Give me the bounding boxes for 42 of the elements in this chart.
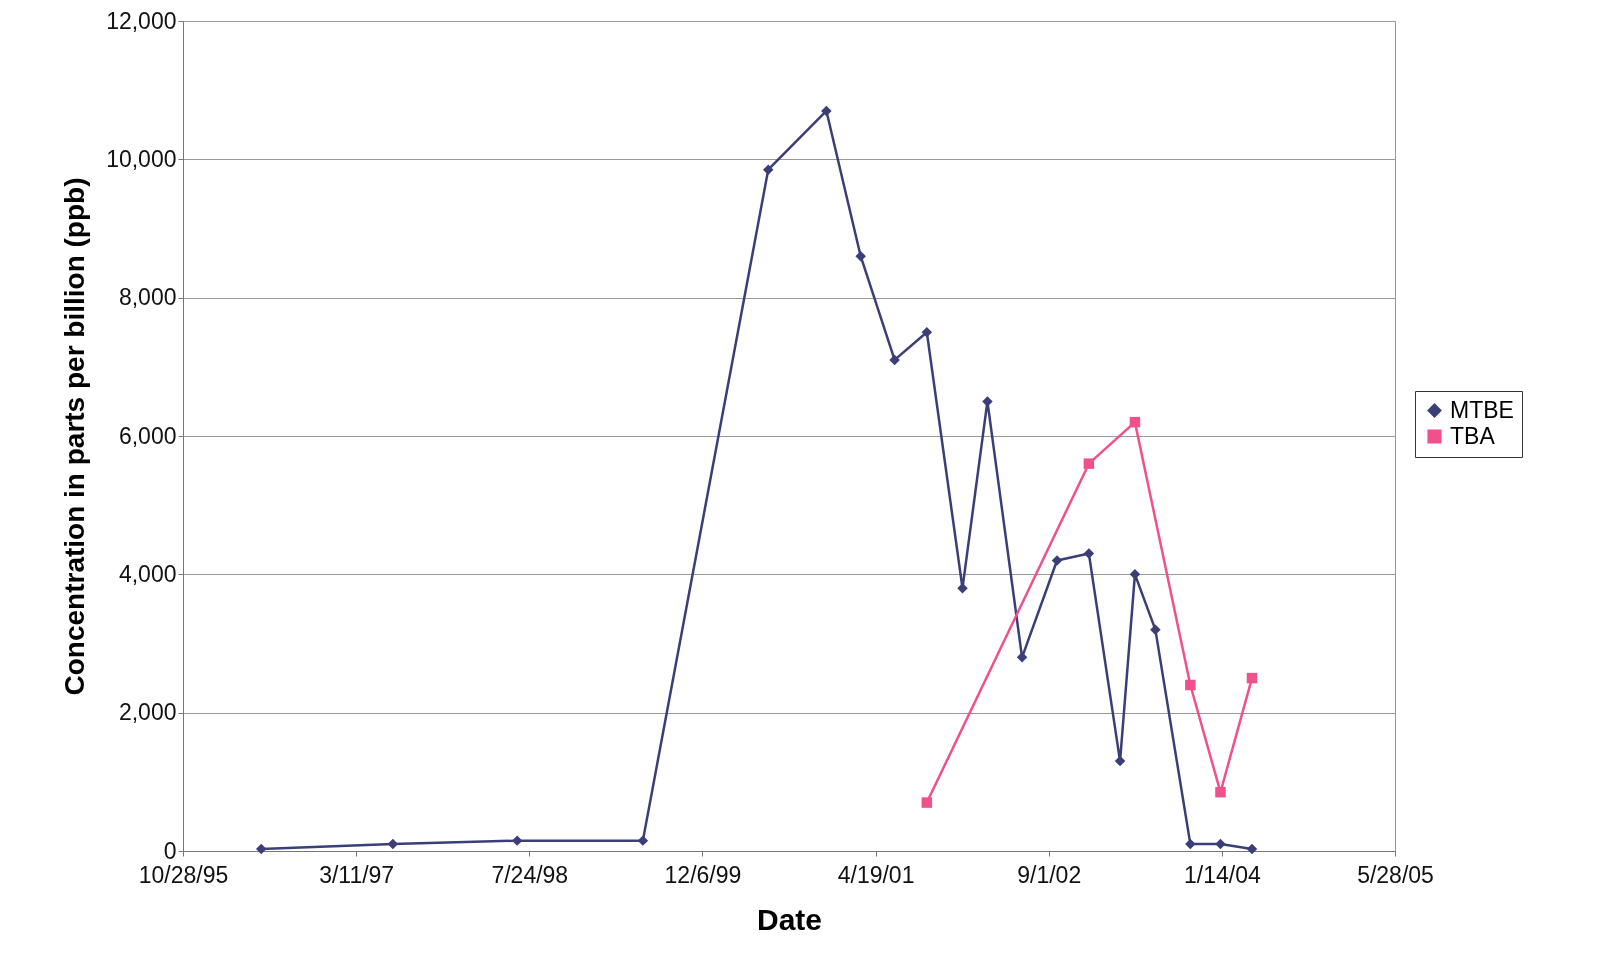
- x-axis-title: Date: [756, 902, 823, 936]
- point: [821, 105, 832, 117]
- point: [1129, 569, 1141, 580]
- y-tick-label: 0: [163, 837, 177, 864]
- point: [921, 797, 933, 808]
- y-tick-label: 2,000: [118, 699, 177, 726]
- x-tick-label: 7/24/98: [491, 861, 569, 888]
- point: [1215, 786, 1226, 798]
- point: [921, 327, 933, 338]
- point: [762, 164, 774, 175]
- point: [1016, 652, 1028, 663]
- point: [1185, 838, 1196, 850]
- y-tick-label: 10,000: [106, 145, 177, 172]
- legend-label: TBA: [1450, 422, 1496, 449]
- y-tick-label: 8,000: [118, 284, 177, 311]
- x-tick-label: 5/28/05: [1357, 861, 1434, 888]
- x-tick-label: 10/28/95: [138, 861, 229, 888]
- x-tick-label: 9/1/02: [1017, 861, 1082, 888]
- point: [511, 835, 523, 846]
- point: [1150, 624, 1161, 635]
- point: [982, 396, 993, 407]
- point: [1083, 458, 1095, 469]
- point: [1246, 843, 1258, 855]
- point: [256, 843, 267, 855]
- y-tick-label: 12,000: [106, 7, 177, 34]
- point: [1051, 555, 1063, 566]
- x-tick-label: 1/14/04: [1183, 861, 1261, 888]
- x-tick-label: 12/6/99: [664, 861, 742, 888]
- y-tick-label: 6,000: [118, 422, 177, 449]
- point: [1083, 548, 1095, 559]
- point: [637, 835, 649, 846]
- point: [1129, 416, 1141, 428]
- point: [1246, 672, 1258, 684]
- point: [1185, 679, 1196, 691]
- point: [889, 354, 900, 366]
- y-tick-label: 4,000: [118, 560, 177, 587]
- x-tick-label: 3/11/97: [319, 861, 395, 888]
- point: [1215, 838, 1226, 850]
- y-axis-title: Concentration in parts per billion (ppb): [59, 177, 91, 696]
- x-tick-label: 4/19/01: [837, 861, 915, 888]
- point: [855, 250, 866, 262]
- legend-label: MTBE: [1450, 396, 1514, 423]
